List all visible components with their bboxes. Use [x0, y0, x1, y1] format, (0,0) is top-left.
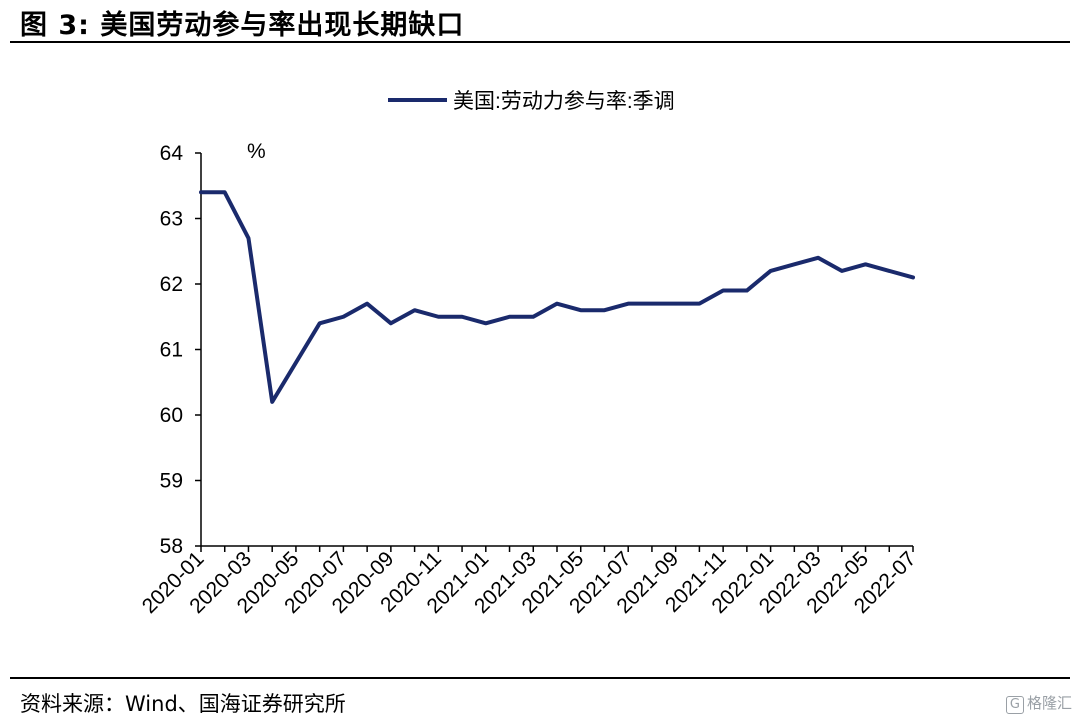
- y-tick-label: 64: [160, 142, 184, 165]
- data-point: [341, 315, 345, 319]
- data-point: [602, 308, 606, 312]
- y-tick-label: 59: [160, 470, 183, 493]
- y-axis-unit-label: %: [247, 140, 266, 163]
- y-tick-label: 60: [160, 404, 183, 427]
- x-axis-ticks: 2020-012020-032020-052020-072020-092020-…: [138, 546, 921, 618]
- data-point: [389, 321, 393, 325]
- data-point: [508, 315, 512, 319]
- line-chart: 58 59 60 61 62 63 64 2020-012020-032020-052020…: [138, 90, 921, 618]
- data-point: [294, 361, 298, 365]
- figure-title: 图 3: 美国劳动参与率出现长期缺口: [20, 10, 465, 41]
- data-point: [792, 262, 796, 266]
- y-tick-label: 63: [160, 208, 183, 231]
- data-point: [745, 289, 749, 293]
- watermark: G 格隆汇: [1005, 692, 1072, 714]
- data-point: [579, 308, 583, 312]
- y-axis-ticks: 58 59 60 61 62 63 64: [160, 142, 201, 558]
- y-tick-label: 61: [160, 339, 183, 362]
- data-point: [555, 302, 559, 306]
- data-point: [436, 315, 440, 319]
- data-point: [270, 400, 274, 404]
- chart-legend: 美国:劳动力参与率:季调: [388, 90, 675, 113]
- data-point: [887, 269, 891, 273]
- data-point: [816, 256, 820, 260]
- data-point: [697, 302, 701, 306]
- data-point: [864, 262, 868, 266]
- data-point: [650, 302, 654, 306]
- data-point: [840, 269, 844, 273]
- data-point: [484, 321, 488, 325]
- data-point: [626, 302, 630, 306]
- data-point: [460, 315, 464, 319]
- watermark-text: 格隆汇: [1026, 694, 1072, 712]
- legend-label: 美国:劳动力参与率:季调: [453, 90, 675, 113]
- series-line: [199, 190, 915, 404]
- data-point: [318, 321, 322, 325]
- y-tick-label: 62: [160, 273, 183, 296]
- data-point: [365, 302, 369, 306]
- data-point: [721, 289, 725, 293]
- data-point: [246, 236, 250, 240]
- data-point: [223, 190, 227, 194]
- chart-series: [199, 190, 915, 404]
- data-point: [911, 275, 915, 279]
- data-point: [413, 308, 417, 312]
- data-point: [769, 269, 773, 273]
- watermark-logo-icon: G: [1005, 696, 1024, 714]
- y-tick-label: 58: [160, 535, 183, 558]
- data-point: [674, 302, 678, 306]
- source-rule: [10, 677, 1070, 679]
- data-point: [199, 190, 203, 194]
- title-rule: [10, 41, 1070, 43]
- data-point: [531, 315, 535, 319]
- chart-axes: [200, 153, 913, 547]
- source-note: 资料来源：Wind、国海证券研究所: [20, 692, 346, 716]
